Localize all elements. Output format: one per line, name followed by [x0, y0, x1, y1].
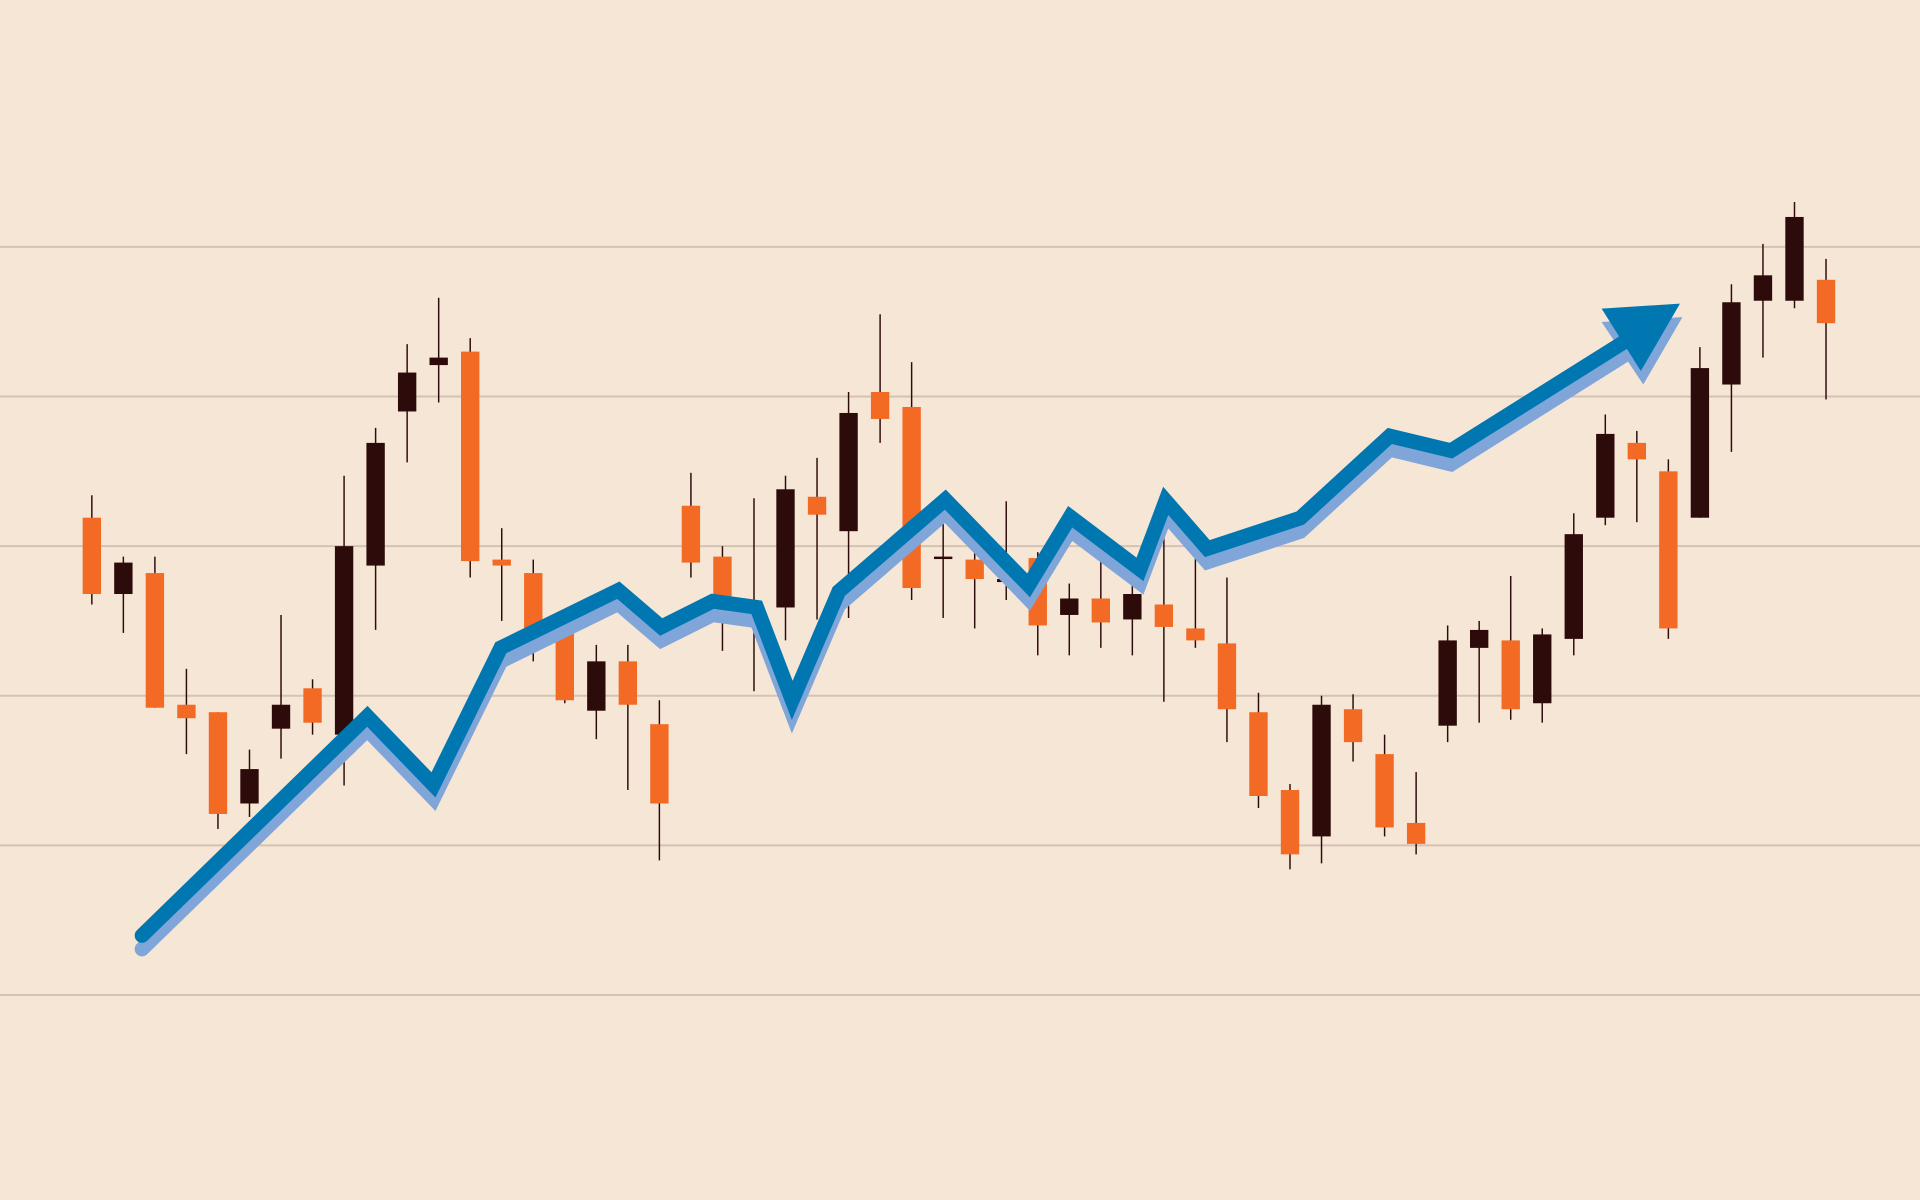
candle-body: [1217, 643, 1237, 710]
candle-body: [1406, 822, 1426, 844]
trend-arrowhead: [1601, 303, 1680, 372]
candle-body: [1816, 279, 1836, 324]
candle-body: [334, 546, 354, 735]
candle-body: [1596, 433, 1615, 518]
candle-body: [965, 559, 984, 580]
candle-body: [1186, 628, 1205, 641]
candle-body: [1249, 712, 1268, 797]
candle-body: [1659, 471, 1678, 629]
candle-body: [1438, 640, 1457, 726]
candle-body: [681, 505, 701, 563]
trend-arrow: [134, 303, 1683, 957]
candle-body: [1501, 640, 1520, 710]
candle-body: [492, 559, 511, 566]
candle-body: [461, 351, 480, 562]
candle-body: [1312, 704, 1331, 837]
candle-body: [524, 573, 543, 630]
candle-body: [1470, 629, 1489, 648]
candle-body: [114, 562, 133, 595]
candle-body: [1091, 598, 1110, 623]
candle-body: [1343, 709, 1363, 743]
candle-body: [177, 704, 196, 719]
candle-body: [82, 517, 102, 595]
candle-body: [145, 573, 165, 708]
candle-body: [933, 556, 953, 560]
candle-body: [1690, 368, 1710, 518]
candles: [82, 201, 1836, 870]
candle-body: [870, 392, 890, 419]
candle-body: [1280, 790, 1300, 855]
candle-body: [1564, 534, 1583, 639]
candle-body: [776, 489, 795, 608]
candle-body: [1154, 604, 1174, 627]
candle-body: [240, 769, 259, 804]
candle-body: [208, 712, 228, 814]
candle-body: [1375, 754, 1394, 828]
candle-body: [807, 496, 827, 515]
candle-body: [902, 406, 921, 589]
candle-body: [839, 412, 858, 532]
candle-body: [1060, 598, 1079, 615]
candle-body: [1533, 634, 1552, 704]
candle-body: [1785, 216, 1804, 301]
candle-body: [1123, 594, 1142, 620]
candle-body: [429, 357, 448, 366]
candle-body: [555, 623, 574, 701]
trend-arrow-line: [134, 331, 1636, 943]
candle-body: [397, 372, 417, 412]
candle-body: [587, 661, 606, 711]
candle-body: [271, 704, 291, 729]
candle-body: [303, 688, 322, 723]
candle-body: [366, 442, 385, 566]
candle-body: [1627, 442, 1647, 460]
candle-body: [1722, 302, 1741, 385]
trend-arrow-shadow: [134, 345, 1636, 957]
candle-body: [618, 661, 638, 705]
candle-body: [650, 724, 669, 804]
candle-body: [1753, 275, 1773, 301]
